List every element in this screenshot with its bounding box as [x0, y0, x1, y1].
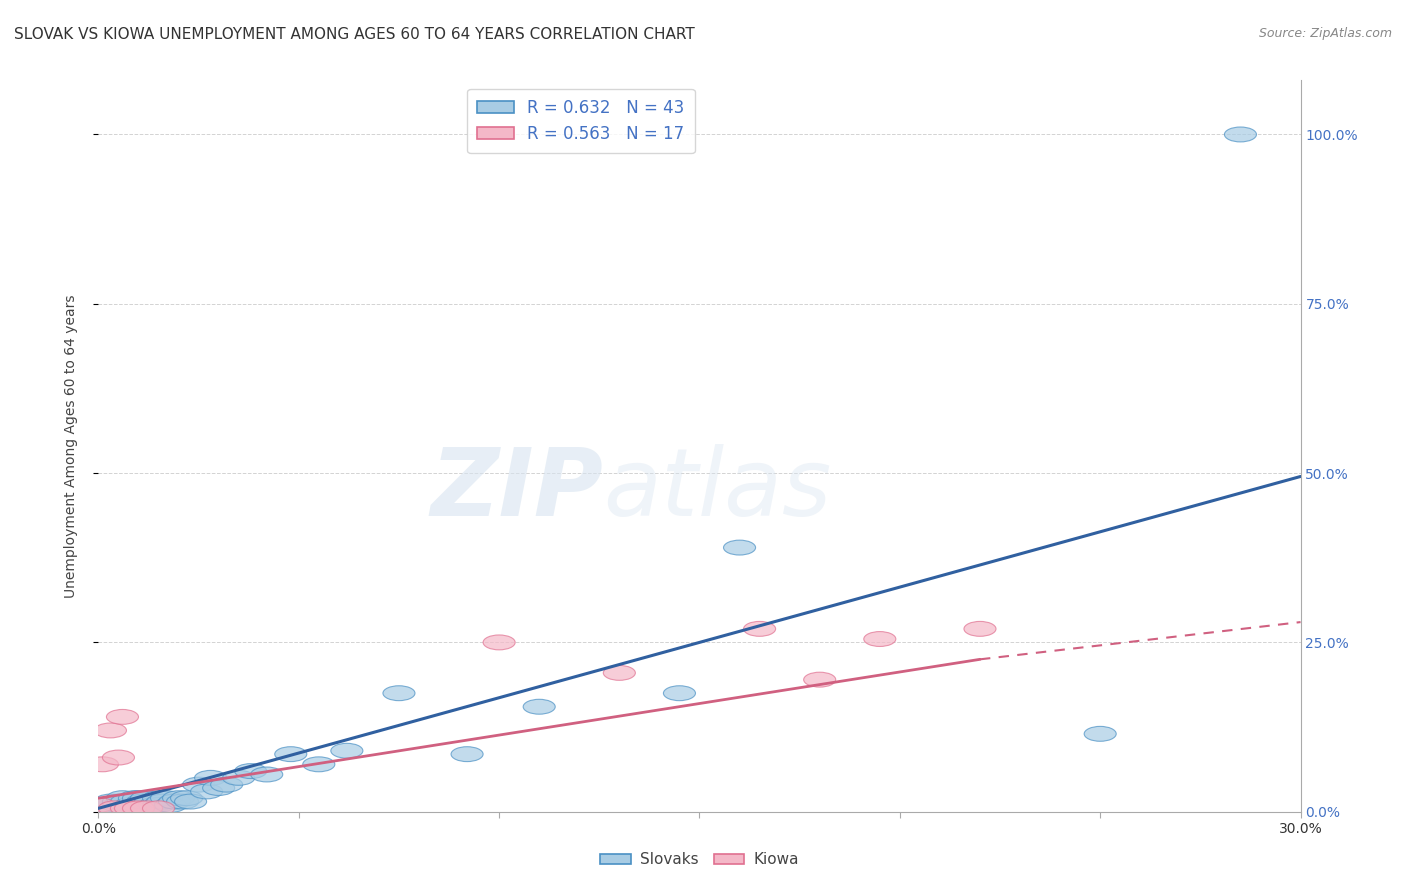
Ellipse shape [159, 794, 191, 809]
Ellipse shape [222, 771, 254, 785]
Ellipse shape [98, 801, 131, 816]
Ellipse shape [122, 790, 155, 805]
Ellipse shape [131, 801, 163, 816]
Legend: Slovaks, Kiowa: Slovaks, Kiowa [593, 847, 806, 873]
Ellipse shape [155, 797, 187, 813]
Ellipse shape [103, 794, 135, 809]
Ellipse shape [211, 777, 243, 792]
Ellipse shape [484, 635, 515, 650]
Ellipse shape [114, 797, 146, 813]
Ellipse shape [139, 797, 170, 813]
Ellipse shape [142, 797, 174, 813]
Ellipse shape [235, 764, 267, 779]
Ellipse shape [744, 622, 776, 636]
Ellipse shape [451, 747, 484, 762]
Ellipse shape [127, 794, 159, 809]
Ellipse shape [330, 743, 363, 758]
Ellipse shape [135, 794, 166, 809]
Ellipse shape [191, 784, 222, 799]
Ellipse shape [274, 747, 307, 762]
Ellipse shape [250, 767, 283, 782]
Ellipse shape [107, 709, 139, 724]
Ellipse shape [382, 686, 415, 700]
Text: ZIP: ZIP [430, 444, 603, 536]
Ellipse shape [523, 699, 555, 714]
Ellipse shape [194, 771, 226, 785]
Ellipse shape [302, 756, 335, 772]
Ellipse shape [86, 756, 118, 772]
Ellipse shape [664, 686, 696, 700]
Ellipse shape [166, 794, 198, 809]
Ellipse shape [146, 794, 179, 809]
Ellipse shape [103, 797, 135, 813]
Ellipse shape [603, 665, 636, 681]
Ellipse shape [83, 797, 114, 813]
Ellipse shape [142, 790, 174, 805]
Ellipse shape [1225, 127, 1257, 142]
Ellipse shape [142, 801, 174, 816]
Y-axis label: Unemployment Among Ages 60 to 64 years: Unemployment Among Ages 60 to 64 years [63, 294, 77, 598]
Ellipse shape [118, 790, 150, 805]
Ellipse shape [183, 777, 215, 792]
Ellipse shape [122, 797, 155, 813]
Ellipse shape [724, 541, 755, 555]
Ellipse shape [150, 790, 183, 805]
Text: Source: ZipAtlas.com: Source: ZipAtlas.com [1258, 27, 1392, 40]
Ellipse shape [131, 790, 163, 805]
Text: atlas: atlas [603, 444, 831, 535]
Ellipse shape [163, 790, 194, 805]
Ellipse shape [174, 794, 207, 809]
Ellipse shape [122, 801, 155, 816]
Ellipse shape [863, 632, 896, 647]
Ellipse shape [103, 750, 135, 765]
Ellipse shape [965, 622, 995, 636]
Ellipse shape [202, 780, 235, 796]
Ellipse shape [111, 794, 142, 809]
Ellipse shape [804, 673, 835, 687]
Text: SLOVAK VS KIOWA UNEMPLOYMENT AMONG AGES 60 TO 64 YEARS CORRELATION CHART: SLOVAK VS KIOWA UNEMPLOYMENT AMONG AGES … [14, 27, 695, 42]
Ellipse shape [114, 801, 146, 816]
Ellipse shape [107, 790, 139, 805]
Ellipse shape [83, 797, 114, 813]
Ellipse shape [94, 794, 127, 809]
Ellipse shape [90, 797, 122, 813]
Ellipse shape [111, 801, 142, 816]
Ellipse shape [1084, 726, 1116, 741]
Ellipse shape [170, 790, 202, 805]
Ellipse shape [94, 723, 127, 738]
